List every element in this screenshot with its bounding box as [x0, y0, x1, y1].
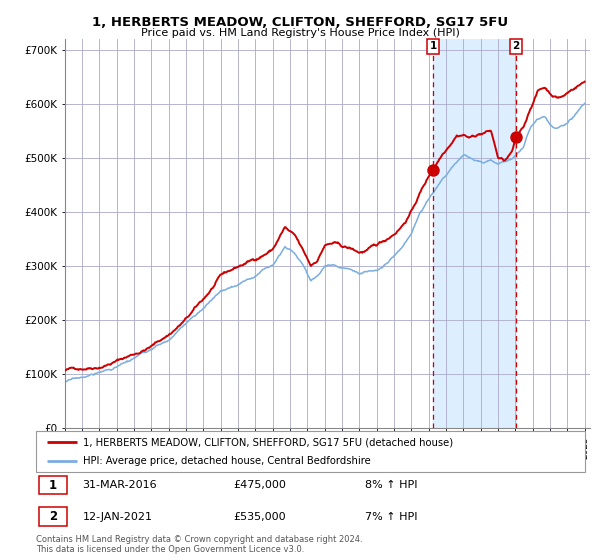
Text: 31-MAR-2016: 31-MAR-2016 [83, 480, 157, 490]
Text: 2: 2 [512, 41, 520, 51]
Text: 2: 2 [49, 510, 57, 523]
Text: 1: 1 [49, 479, 57, 492]
Bar [433, 39, 516, 428]
Text: 8% ↑ HPI: 8% ↑ HPI [365, 480, 418, 490]
Text: 1, HERBERTS MEADOW, CLIFTON, SHEFFORD, SG17 5FU: 1, HERBERTS MEADOW, CLIFTON, SHEFFORD, S… [92, 16, 508, 29]
Text: HPI: Average price, detached house, Central Bedfordshire: HPI: Average price, detached house, Cent… [83, 456, 370, 466]
FancyBboxPatch shape [39, 476, 67, 494]
Text: Price paid vs. HM Land Registry's House Price Index (HPI): Price paid vs. HM Land Registry's House … [140, 28, 460, 38]
Text: £535,000: £535,000 [233, 512, 286, 521]
Text: 1: 1 [430, 41, 437, 51]
Text: 1, HERBERTS MEADOW, CLIFTON, SHEFFORD, SG17 5FU (detached house): 1, HERBERTS MEADOW, CLIFTON, SHEFFORD, S… [83, 437, 453, 447]
Text: 7% ↑ HPI: 7% ↑ HPI [365, 512, 418, 521]
FancyBboxPatch shape [39, 507, 67, 526]
FancyBboxPatch shape [36, 431, 585, 472]
Text: Contains HM Land Registry data © Crown copyright and database right 2024.
This d: Contains HM Land Registry data © Crown c… [36, 535, 362, 554]
Text: 12-JAN-2021: 12-JAN-2021 [83, 512, 152, 521]
Text: £475,000: £475,000 [233, 480, 287, 490]
